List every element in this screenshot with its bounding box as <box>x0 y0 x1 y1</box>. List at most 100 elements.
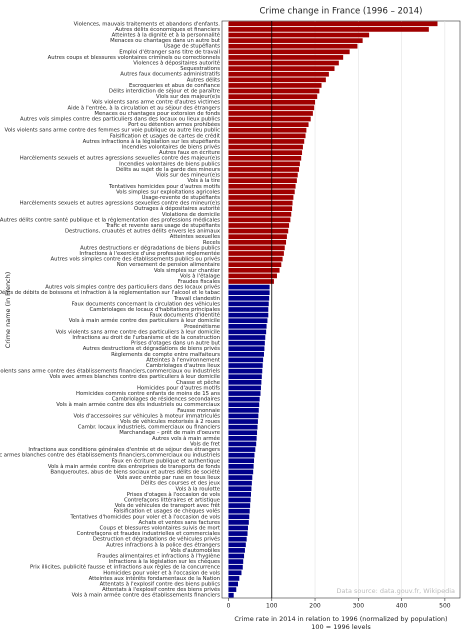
bar <box>228 329 267 335</box>
y-tick-label: Tentatives homicides pour d'autres motif… <box>108 184 220 190</box>
bar <box>228 419 258 424</box>
source-note: Data source: data.gouv.fr, Wikipedia <box>336 587 455 595</box>
y-tick-label: Vols avec armes blanches contre des part… <box>49 373 220 380</box>
y-tick-label: Non versement de pension alimentaire <box>117 262 220 268</box>
y-tick-label: Autres vols à main armée <box>152 435 220 442</box>
bar <box>228 161 300 167</box>
y-tick-label: Aide à l'entrée, à la circulation et au … <box>68 104 221 111</box>
bar <box>228 486 252 492</box>
y-tick-label: Autres destructions er dégradations de b… <box>80 244 220 251</box>
y-tick-label: Vols avec armes blanches contre des étab… <box>0 452 220 459</box>
y-tick-label: Autres vols simples contre des établisse… <box>51 256 221 263</box>
y-tick-label: Prises d'otages à l'occasion de vols <box>127 491 220 498</box>
y-tick-label: Infractions à la législation sur les chè… <box>109 558 221 565</box>
bar <box>228 167 300 172</box>
y-tick-label: Autres infractions à la police des étran… <box>106 541 220 548</box>
x-tick-label: 500 <box>439 603 451 610</box>
bar <box>228 520 249 525</box>
bar <box>228 267 280 273</box>
y-tick-label: Prises d'otages dans un autre but <box>131 341 220 347</box>
bar <box>228 94 318 99</box>
y-tick-label: Autres faux en écriture <box>159 149 220 156</box>
bar <box>228 374 262 380</box>
bar <box>228 77 326 83</box>
x-tick-label: 0 <box>227 603 231 610</box>
y-tick-label: Emploi d'étranger sans titre de travail <box>119 48 220 55</box>
y-tick-label: Viols sur des majeur(e)s <box>156 94 220 100</box>
y-tick-label: Cambr. locaux industriels, commerciaux o… <box>78 425 220 431</box>
y-tick-label: Attentats à l'explosif contre des biens … <box>100 580 221 587</box>
bar <box>228 172 298 178</box>
y-tick-label: Délits au sujet de la garde des mineurs <box>116 166 220 173</box>
y-tick-label: Proxénétisme <box>184 323 220 330</box>
bar <box>228 55 344 60</box>
bar <box>228 553 245 559</box>
y-tick-label: Contrefaçons littéraires et artistique <box>124 496 220 503</box>
y-tick-label: Infractions au droit de l'urbanisme et d… <box>72 335 220 341</box>
y-tick-label: Infractions aux conditions générales d'e… <box>28 446 220 453</box>
bar <box>228 234 287 240</box>
bar <box>228 245 285 251</box>
bar <box>228 407 259 413</box>
chart-title: Crime change in France (1996 – 2014) <box>260 7 423 17</box>
bar <box>228 150 303 155</box>
bar <box>228 464 254 469</box>
y-tick-label: Menaces ou chantages dans un autre but <box>110 38 220 44</box>
y-tick-label: Fausse monnaie <box>177 408 220 414</box>
y-tick-label: Délits des courses et des jeux <box>141 480 220 487</box>
y-tick-label: Incendies volontaires de biens publics <box>119 161 220 167</box>
y-tick-label: Banqueroutes, abus de biens sociaux et a… <box>50 468 220 475</box>
y-tick-label: Vols violents sans arme contre des parti… <box>56 328 220 335</box>
x-tick-label: 100 <box>266 603 278 610</box>
y-tick-label: Menaces ou chantages pour extorsion de f… <box>94 111 220 117</box>
y-tick-label: Harcèlements sexuels et autres agression… <box>20 155 221 162</box>
y-tick-label: Vols à main armée contre des établisseme… <box>72 592 221 599</box>
bar <box>228 323 267 329</box>
bar <box>228 49 350 55</box>
y-tick-label: Contrefaçons et fraudes industrielles et… <box>77 531 221 537</box>
bar <box>228 66 335 71</box>
bar <box>228 312 269 318</box>
y-tick-label: Infractions à l'exercice d'une professio… <box>79 250 220 257</box>
y-tick-label: Vols à main armée contre des particulier… <box>69 317 220 324</box>
y-tick-label: Autres délits économiques et financiers <box>115 26 220 33</box>
y-tick-label: Outrages à dépositaires autorité <box>134 205 220 212</box>
bar <box>228 475 253 480</box>
y-tick-label: Incendies volontaires de biens privés <box>122 144 221 151</box>
bar <box>228 363 263 368</box>
y-tick-label: Marchandage – prêt de main d'oeuvre <box>119 429 220 436</box>
bar <box>228 402 260 408</box>
bar <box>228 542 246 548</box>
bar <box>228 508 250 514</box>
bar <box>228 570 242 576</box>
y-axis-label: Crime name (in French) <box>4 272 12 349</box>
y-tick-label: Vols à main armée contre des entreprises… <box>48 463 220 470</box>
bar <box>228 206 293 212</box>
y-tick-label: Falsification et usages de chèques volés <box>114 508 221 515</box>
y-tick-label: Fraudes alimentaires et infractions à l'… <box>97 552 220 559</box>
bar <box>228 503 251 508</box>
y-tick-label: Atteintes à l'environnement <box>146 356 220 363</box>
y-tick-label: Destructions, cruautés et autres délits … <box>65 228 220 235</box>
y-tick-label: Vols d'automobiles <box>170 548 220 554</box>
x-axis-label: Crime rate in 2014 in relation to 1996 (… <box>234 615 447 623</box>
y-tick-label: Usage de stupéfiants <box>164 43 220 50</box>
y-tick-label: Viols sur des mineur(e)s <box>156 173 220 179</box>
bar <box>228 424 258 430</box>
bar <box>228 273 277 279</box>
x-tick-label: 300 <box>353 603 365 610</box>
y-tick-label: Cambriolages d'autres lieux <box>146 363 220 369</box>
bar <box>228 318 268 324</box>
y-tick-label: Port ou détention armes prohibées <box>128 121 220 128</box>
bar <box>228 413 259 419</box>
y-tick-label: Trafic et revente sans usage de stupéfia… <box>105 222 221 229</box>
y-tick-label: Prix illicites, publicité fausse et infr… <box>30 564 220 571</box>
bar <box>228 279 274 284</box>
y-tick-label: Tentatives d'homicides pour voler et à l… <box>69 513 220 520</box>
y-tick-label: Escroqueries et abus de confiance <box>129 83 220 89</box>
y-tick-label: Attentats à l'explosif contre des biens … <box>102 586 220 593</box>
bar <box>228 335 266 340</box>
y-tick-label: Vols de fret <box>190 441 220 447</box>
bar <box>228 340 265 346</box>
bar <box>228 60 339 66</box>
